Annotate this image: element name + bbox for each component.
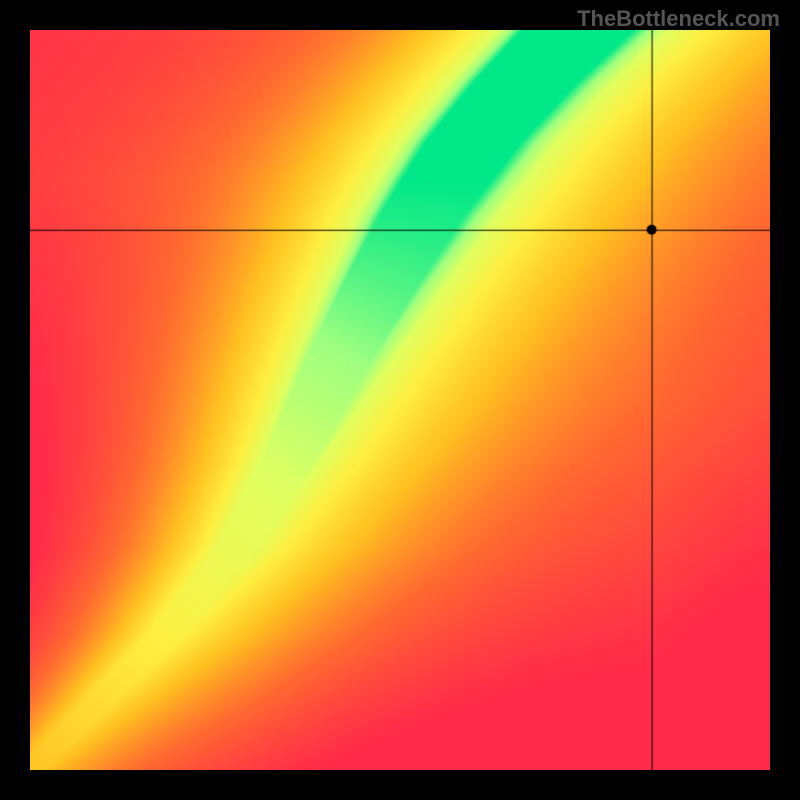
heatmap-canvas — [30, 30, 770, 770]
bottleneck-heatmap — [30, 30, 770, 770]
watermark-text: TheBottleneck.com — [577, 6, 780, 32]
